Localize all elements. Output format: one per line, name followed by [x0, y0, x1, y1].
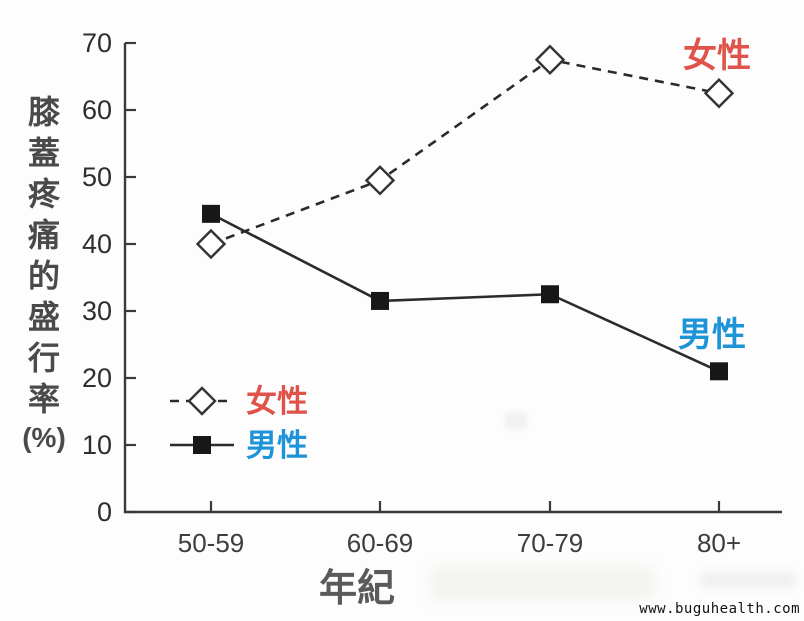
marker-open-diamond	[195, 228, 227, 260]
series-line-0	[210, 58, 720, 246]
x-tick-label: 50-59	[178, 528, 245, 558]
y-axis-ticks: 0 10 20 30 40 50 60 70	[82, 28, 136, 527]
marker-open-diamond	[364, 165, 396, 196]
marker-filled-square	[710, 362, 728, 381]
series-line-1	[210, 212, 720, 373]
marker-open-diamond	[703, 78, 735, 109]
legend-marker-1	[193, 436, 211, 454]
x-axis-label: 年紀	[319, 568, 395, 610]
y-tick-label: 0	[97, 497, 112, 527]
marker-filled-square	[202, 204, 220, 223]
series-label-1: 男性	[678, 316, 746, 354]
y-tick-label: 50	[82, 162, 112, 192]
y-tick-label: 20	[82, 363, 112, 393]
axis-frame	[123, 43, 782, 514]
legend-label-1: 男性	[246, 428, 308, 463]
y-tick-label: 60	[82, 95, 112, 125]
legend-marker-0	[187, 386, 217, 416]
marker-open-diamond	[534, 44, 566, 75]
y-tick-label: 40	[82, 229, 112, 259]
series-1: 男性	[202, 204, 746, 381]
marker-filled-square	[541, 285, 559, 304]
x-tick-label: 60-69	[347, 528, 414, 558]
x-tick-label: 80+	[697, 528, 741, 558]
legend-entry-0: 女性	[170, 384, 308, 419]
y-tick-label: 70	[82, 28, 112, 58]
legend-entry-1: 男性	[170, 428, 308, 463]
series-0: 女性	[195, 36, 751, 260]
legend-label-0: 女性	[246, 384, 308, 419]
y-tick-label: 10	[82, 430, 112, 460]
series-label-0: 女性	[683, 36, 751, 75]
x-axis-ticks: 50-59 60-69 70-79 80+	[178, 501, 741, 558]
marker-filled-square	[371, 291, 389, 310]
watermark-url: www.buguhealth.com	[639, 601, 800, 617]
x-tick-label: 70-79	[517, 528, 584, 558]
y-tick-label: 30	[82, 296, 112, 326]
